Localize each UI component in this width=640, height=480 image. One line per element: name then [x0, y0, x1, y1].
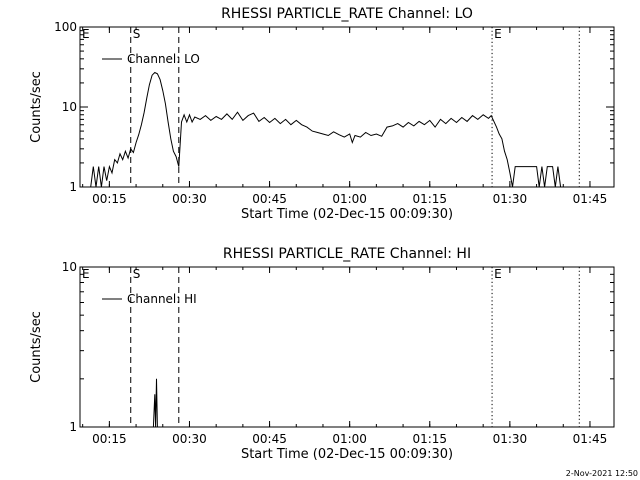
x-tick-label-hi: 01:00: [332, 432, 367, 446]
event-marker-label-lo: S: [133, 27, 141, 41]
x-tick-label-hi: 00:15: [92, 432, 127, 446]
series-line-hi: [152, 378, 158, 428]
chart-panel-hi: RHESSI PARTICLE_RATE Channel: HI 00:15 00:…: [29, 246, 615, 462]
plot-frame-hi: [79, 266, 615, 428]
x-tick-label-lo: 01:45: [573, 192, 608, 206]
y-axis-label-hi: Counts/sec: [29, 311, 44, 383]
x-tick-label-hi: 00:45: [252, 432, 287, 446]
x-tick-label-lo: 01:00: [332, 192, 367, 206]
x-axis-label-hi: Start Time (02-Dec-15 00:09:30): [241, 447, 453, 462]
x-tick-label-hi: 01:15: [412, 432, 447, 446]
footer-timestamp: 2-Nov-2021 12:50: [566, 469, 638, 478]
event-marker-label-lo: E: [82, 27, 90, 41]
y-tick-label-lo: 10: [62, 100, 77, 114]
x-tick-label-lo: 01:30: [493, 192, 528, 206]
x-tick-label-hi: 01:30: [493, 432, 528, 446]
x-tick-label-lo: 01:15: [412, 192, 447, 206]
x-tick-label-lo: 00:30: [172, 192, 207, 206]
event-marker-label-lo: E: [494, 27, 502, 41]
y-tick-label-lo: 100: [54, 20, 77, 34]
x-tick-label-hi: 01:45: [573, 432, 608, 446]
chart-panel-lo: RHESSI PARTICLE_RATE Channel: LO 00:15 00:…: [29, 6, 615, 222]
y-tick-label-hi: 10: [62, 260, 77, 274]
chart-title-hi: RHESSI PARTICLE_RATE Channel: HI: [223, 246, 471, 262]
x-tick-label-lo: 00:15: [92, 192, 127, 206]
x-tick-label-hi: 00:30: [172, 432, 207, 446]
x-axis-label-lo: Start Time (02-Dec-15 00:09:30): [241, 207, 453, 222]
chart-title-lo: RHESSI PARTICLE_RATE Channel: LO: [221, 6, 473, 22]
y-tick-label-hi: 1: [69, 420, 77, 434]
x-tick-label-lo: 00:45: [252, 192, 287, 206]
y-tick-label-lo: 1: [69, 180, 77, 194]
legend-label-hi: Channel: HI: [127, 292, 197, 306]
event-marker-label-hi: E: [82, 267, 90, 281]
y-axis-label-lo: Counts/sec: [29, 71, 44, 143]
legend-label-lo: Channel: LO: [127, 52, 200, 66]
event-marker-label-hi: S: [133, 267, 141, 281]
plot-frame-lo: [79, 26, 615, 188]
event-marker-label-hi: E: [494, 267, 502, 281]
series-line-lo: [90, 71, 562, 188]
